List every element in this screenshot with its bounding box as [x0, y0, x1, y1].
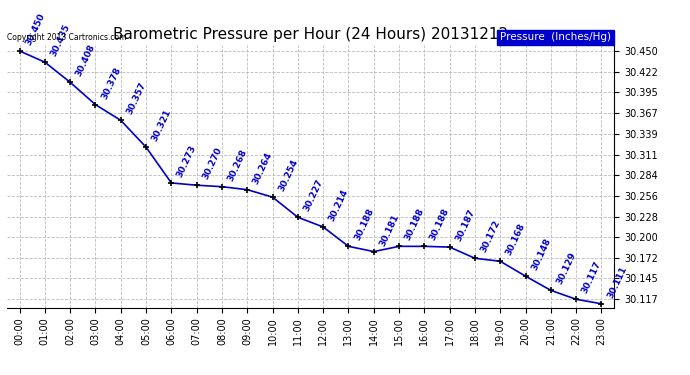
Text: 30.321: 30.321 [150, 108, 173, 143]
Text: 30.148: 30.148 [530, 237, 553, 272]
Text: 30.378: 30.378 [99, 65, 122, 100]
Text: 30.264: 30.264 [251, 150, 274, 186]
Text: 30.111: 30.111 [606, 264, 629, 300]
Text: 30.187: 30.187 [454, 208, 477, 243]
Text: 30.435: 30.435 [49, 23, 72, 58]
Text: 30.168: 30.168 [504, 222, 527, 257]
Text: 30.188: 30.188 [428, 207, 451, 242]
Text: 30.214: 30.214 [327, 188, 350, 223]
Text: 30.181: 30.181 [378, 212, 401, 248]
Text: 30.254: 30.254 [277, 158, 299, 193]
Text: 30.408: 30.408 [75, 43, 97, 78]
Text: 30.273: 30.273 [175, 144, 198, 179]
Text: Pressure  (Inches/Hg): Pressure (Inches/Hg) [500, 32, 611, 42]
Text: 30.172: 30.172 [479, 219, 502, 254]
Text: 30.270: 30.270 [201, 146, 224, 181]
Title: Barometric Pressure per Hour (24 Hours) 20131212: Barometric Pressure per Hour (24 Hours) … [113, 27, 508, 42]
Text: Copyright 2013 Cartronics.com: Copyright 2013 Cartronics.com [7, 33, 126, 42]
Text: 30.227: 30.227 [302, 178, 325, 213]
Text: 30.129: 30.129 [555, 251, 578, 286]
Text: 30.188: 30.188 [353, 207, 375, 242]
Text: 30.188: 30.188 [403, 207, 426, 242]
Text: 30.450: 30.450 [23, 12, 46, 47]
Text: 30.357: 30.357 [125, 81, 148, 116]
Text: 30.117: 30.117 [580, 260, 603, 295]
Text: 30.268: 30.268 [226, 147, 249, 183]
